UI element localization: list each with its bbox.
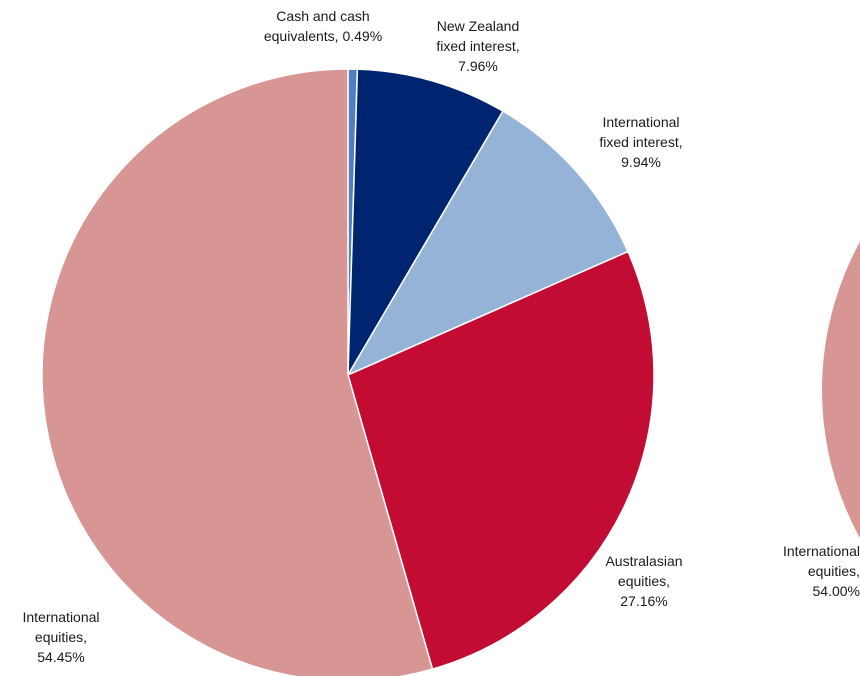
slice-label-nz-fixed-interest: New Zealand fixed interest, 7.96% xyxy=(436,18,520,74)
slice-intl-fixed-interest xyxy=(346,110,629,377)
slice-intl-equities-right xyxy=(822,241,860,539)
slice-label-intl-equities-right: International equities, 54.00% xyxy=(782,543,860,599)
slice-label-australasian-equities: Australasian equities, 27.16% xyxy=(605,553,683,609)
slice-label-cash: Cash and cash equivalents, 0.49% xyxy=(263,8,383,44)
slice-label-intl-equities: International equities, 54.45% xyxy=(22,609,100,665)
slice-australasian-equities xyxy=(347,250,655,671)
slice-intl-equities xyxy=(41,68,434,676)
slice-nz-fixed-interest xyxy=(347,68,504,376)
slice-label-intl-fixed-interest: International fixed interest, 9.94% xyxy=(599,114,683,170)
